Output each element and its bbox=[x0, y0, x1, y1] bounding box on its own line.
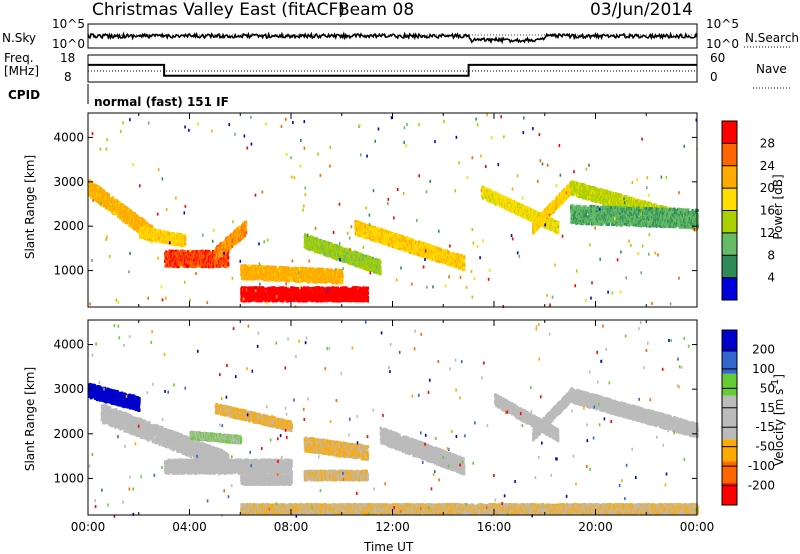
data-cell bbox=[94, 183, 97, 187]
data-cell bbox=[92, 196, 95, 200]
data-cell bbox=[91, 189, 94, 193]
data-cell bbox=[91, 181, 94, 185]
data-cell bbox=[187, 264, 190, 268]
data-cell bbox=[184, 236, 187, 240]
data-cell bbox=[184, 241, 187, 246]
data-cell bbox=[194, 262, 197, 267]
data-cell bbox=[245, 231, 248, 235]
data-cell bbox=[227, 262, 230, 266]
data-cell bbox=[99, 200, 102, 204]
data-cell bbox=[88, 179, 91, 183]
data-cell bbox=[95, 196, 98, 200]
data-cell bbox=[177, 264, 180, 269]
data-cell bbox=[143, 219, 146, 223]
data-cell bbox=[171, 249, 174, 253]
data-cell bbox=[128, 215, 131, 219]
freq-frame bbox=[87, 54, 698, 83]
data-cell bbox=[172, 257, 175, 262]
data-cell bbox=[174, 254, 177, 258]
data-cell bbox=[109, 203, 112, 207]
data-cell bbox=[107, 194, 111, 198]
data-cell bbox=[107, 205, 110, 209]
data-cell bbox=[112, 210, 115, 214]
data-cell bbox=[143, 231, 146, 235]
data-cell bbox=[144, 221, 147, 225]
data-cell bbox=[366, 299, 369, 303]
data-cell bbox=[107, 192, 110, 197]
data-cell bbox=[123, 204, 126, 208]
data-cell bbox=[126, 212, 129, 216]
data-cell bbox=[193, 258, 196, 262]
data-cell bbox=[165, 250, 168, 254]
data-cell bbox=[175, 256, 178, 260]
data-cell bbox=[126, 221, 129, 225]
freq-series bbox=[88, 63, 697, 77]
data-cell bbox=[366, 286, 369, 290]
data-cell bbox=[173, 264, 176, 268]
data-cell bbox=[187, 250, 190, 254]
data-cell bbox=[173, 233, 176, 237]
data-cell bbox=[176, 254, 179, 258]
data-cell bbox=[195, 264, 198, 268]
data-cell bbox=[111, 196, 115, 200]
data-cell bbox=[116, 204, 119, 209]
data-cell bbox=[196, 254, 199, 258]
data-cell bbox=[151, 226, 154, 230]
data-cell bbox=[366, 291, 369, 295]
data-cell bbox=[179, 243, 182, 247]
data-cell bbox=[125, 209, 128, 214]
nsky-series bbox=[87, 31, 698, 45]
data-cell bbox=[159, 229, 162, 233]
data-cell bbox=[183, 264, 186, 268]
data-cell bbox=[129, 217, 132, 222]
data-cell bbox=[245, 220, 248, 224]
data-cell bbox=[104, 191, 107, 195]
nsky-panel bbox=[87, 23, 790, 49]
data-cell bbox=[117, 210, 120, 214]
data-cell bbox=[174, 249, 177, 253]
data-cell bbox=[227, 256, 230, 260]
freq-panel bbox=[87, 54, 790, 104]
data-cell bbox=[133, 212, 136, 216]
data-cell bbox=[148, 237, 152, 241]
data-cell bbox=[93, 187, 96, 191]
data-cell bbox=[184, 250, 187, 254]
data-cell bbox=[199, 264, 202, 268]
data-cell bbox=[150, 240, 153, 244]
data-cell bbox=[94, 196, 97, 201]
data-cell bbox=[133, 227, 136, 231]
data-cell bbox=[135, 225, 139, 229]
data-cell bbox=[366, 296, 369, 300]
data-cell bbox=[136, 214, 139, 218]
